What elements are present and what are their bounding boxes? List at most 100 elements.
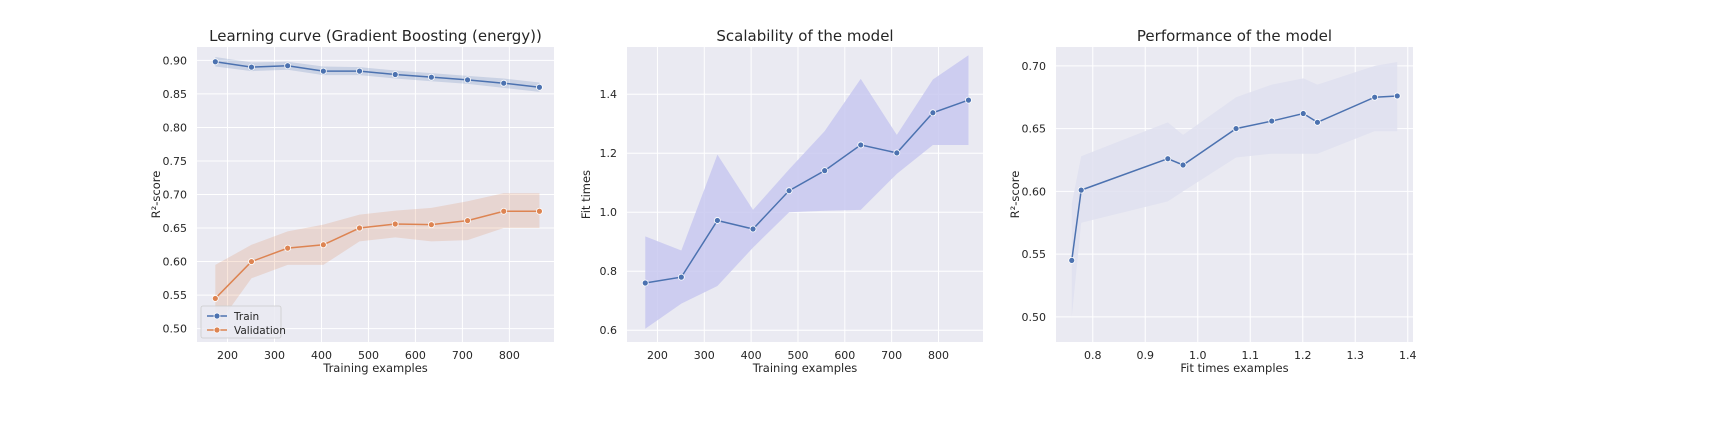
data-point-train <box>500 79 508 87</box>
data-point-train <box>427 73 435 81</box>
y-axis-label: R²-score <box>1008 171 1022 219</box>
confidence-band-validation <box>215 193 540 329</box>
y-tick-label: 1.0 <box>600 206 618 219</box>
chart-title: Learning curve (Gradient Boosting (energ… <box>209 27 542 45</box>
y-tick-label: 0.60 <box>163 256 188 269</box>
x-tick-label: 400 <box>311 349 332 362</box>
x-tick-label: 0.9 <box>1137 349 1155 362</box>
x-tick-label: 700 <box>452 349 473 362</box>
data-point-series <box>821 167 829 175</box>
x-tick-label: 200 <box>647 349 668 362</box>
x-tick-label: 300 <box>264 349 285 362</box>
y-tick-label: 0.85 <box>163 88 188 101</box>
x-tick-label: 800 <box>499 349 520 362</box>
series-line-train <box>215 61 540 88</box>
legend-swatch-marker <box>213 312 221 320</box>
x-tick-label: 1.1 <box>1242 349 1260 362</box>
x-tick-label: 1.0 <box>1189 349 1207 362</box>
data-point-validation <box>500 207 508 215</box>
subplot-2: 200 300 400 500 600 700 800 0.6 0.8 1.0 1.2 1.4 Scal… <box>579 27 983 375</box>
data-point-train <box>356 67 363 75</box>
y-tick-label: 0.8 <box>600 265 618 278</box>
data-point-series <box>1179 161 1187 169</box>
legend-label-validation: Validation <box>234 325 286 337</box>
data-point-train <box>284 62 292 70</box>
y-tick-label: 0.50 <box>1022 311 1047 324</box>
series-line-series <box>1071 95 1398 261</box>
data-point-series <box>965 96 972 104</box>
y-tick-label: 0.65 <box>1022 123 1047 136</box>
y-tick-label: 0.75 <box>163 155 188 168</box>
data-point-train <box>248 63 255 71</box>
y-tick-label: 0.70 <box>163 189 188 202</box>
x-tick-label: 600 <box>834 349 855 362</box>
data-point-series <box>1068 257 1076 264</box>
confidence-band-train <box>215 57 540 92</box>
confidence-band-series <box>645 55 969 329</box>
y-tick-label: 0.6 <box>600 324 618 337</box>
y-tick-label: 0.70 <box>1022 60 1047 73</box>
data-point-train <box>536 83 543 91</box>
data-point-validation <box>211 295 219 302</box>
x-tick-label: 700 <box>881 349 902 362</box>
x-tick-label: 1.2 <box>1294 349 1312 362</box>
data-point-series <box>1268 117 1276 125</box>
x-axis-label: Fit times examples <box>1180 361 1288 375</box>
x-axis-label: Training examples <box>752 361 858 375</box>
data-point-series <box>677 273 685 281</box>
x-tick-label: 500 <box>787 349 808 362</box>
data-point-series <box>929 109 937 117</box>
y-tick-label: 0.55 <box>163 289 188 302</box>
data-point-series <box>749 225 757 233</box>
y-axis-label: Fit times <box>579 170 593 219</box>
y-tick-label: 0.55 <box>1022 248 1047 261</box>
data-point-validation <box>464 217 471 225</box>
data-point-series <box>1314 118 1321 126</box>
data-point-series <box>1232 125 1240 132</box>
data-point-validation <box>284 244 292 252</box>
x-tick-label: 300 <box>694 349 715 362</box>
data-point-validation <box>356 224 363 232</box>
legend-swatch-marker <box>213 326 221 334</box>
y-axis-label: R²-score <box>149 171 163 219</box>
data-point-train <box>391 71 399 78</box>
y-tick-label: 0.60 <box>1022 185 1047 198</box>
data-point-validation <box>319 241 327 249</box>
y-tick-label: 1.2 <box>600 147 618 160</box>
data-point-series <box>1393 92 1401 100</box>
data-point-series <box>1299 110 1307 117</box>
data-point-series <box>1164 155 1172 163</box>
data-point-validation <box>427 221 435 229</box>
y-tick-label: 0.90 <box>163 54 188 67</box>
chart-title: Performance of the model <box>1137 27 1332 45</box>
x-tick-label: 1.3 <box>1347 349 1365 362</box>
y-tick-label: 0.50 <box>163 323 188 336</box>
x-tick-label: 1.4 <box>1399 349 1417 362</box>
x-tick-label: 500 <box>358 349 379 362</box>
data-point-series <box>785 187 793 195</box>
x-tick-label: 400 <box>741 349 762 362</box>
data-point-train <box>464 76 471 84</box>
x-tick-label: 200 <box>217 349 238 362</box>
x-tick-label: 800 <box>928 349 949 362</box>
data-point-validation <box>248 258 255 265</box>
series-line-series <box>645 99 969 284</box>
x-axis-label: Training examples <box>322 361 428 375</box>
data-point-series <box>893 149 901 157</box>
data-point-series <box>1077 186 1085 194</box>
data-point-validation <box>536 207 543 215</box>
x-tick-label: 600 <box>405 349 426 362</box>
y-tick-label: 0.65 <box>163 222 188 235</box>
y-tick-label: 1.4 <box>600 88 618 101</box>
x-tick-label: 0.8 <box>1084 349 1102 362</box>
legend: Train Validation <box>200 305 286 339</box>
data-point-validation <box>391 220 399 228</box>
subplot-1: 200 300 400 500 600 700 800 0.50 0.55 0.60 0.65 0.7… <box>149 27 554 375</box>
data-point-train <box>319 67 327 75</box>
data-point-series <box>714 217 721 224</box>
chart-title: Scalability of the model <box>716 27 893 45</box>
data-point-series <box>641 279 649 287</box>
series-line-validation <box>214 210 540 299</box>
subplot-3: 0.8 0.9 1.0 1.1 1.2 1.3 1.4 0.50 0.55 0.60 0.65 0.7… <box>1008 27 1417 375</box>
